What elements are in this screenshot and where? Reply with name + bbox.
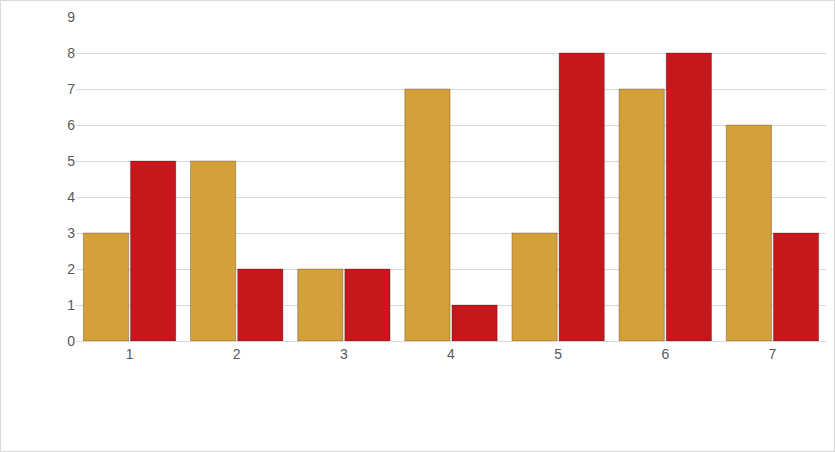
svg-text:6: 6	[661, 346, 669, 362]
svg-text:4: 4	[447, 346, 455, 362]
svg-text:2: 2	[67, 261, 75, 277]
svg-text:7: 7	[769, 346, 777, 362]
svg-text:6: 6	[67, 117, 75, 133]
svg-text:9: 9	[67, 9, 75, 25]
svg-text:3: 3	[340, 346, 348, 362]
svg-text:1: 1	[67, 297, 75, 313]
svg-text:7: 7	[67, 81, 75, 97]
svg-text:5: 5	[554, 346, 562, 362]
svg-text:3: 3	[67, 225, 75, 241]
svg-text:5: 5	[67, 153, 75, 169]
svg-text:8: 8	[67, 45, 75, 61]
svg-text:2: 2	[233, 346, 241, 362]
svg-text:4: 4	[67, 189, 75, 205]
svg-text:1: 1	[126, 346, 134, 362]
svg-text:0: 0	[67, 333, 75, 349]
